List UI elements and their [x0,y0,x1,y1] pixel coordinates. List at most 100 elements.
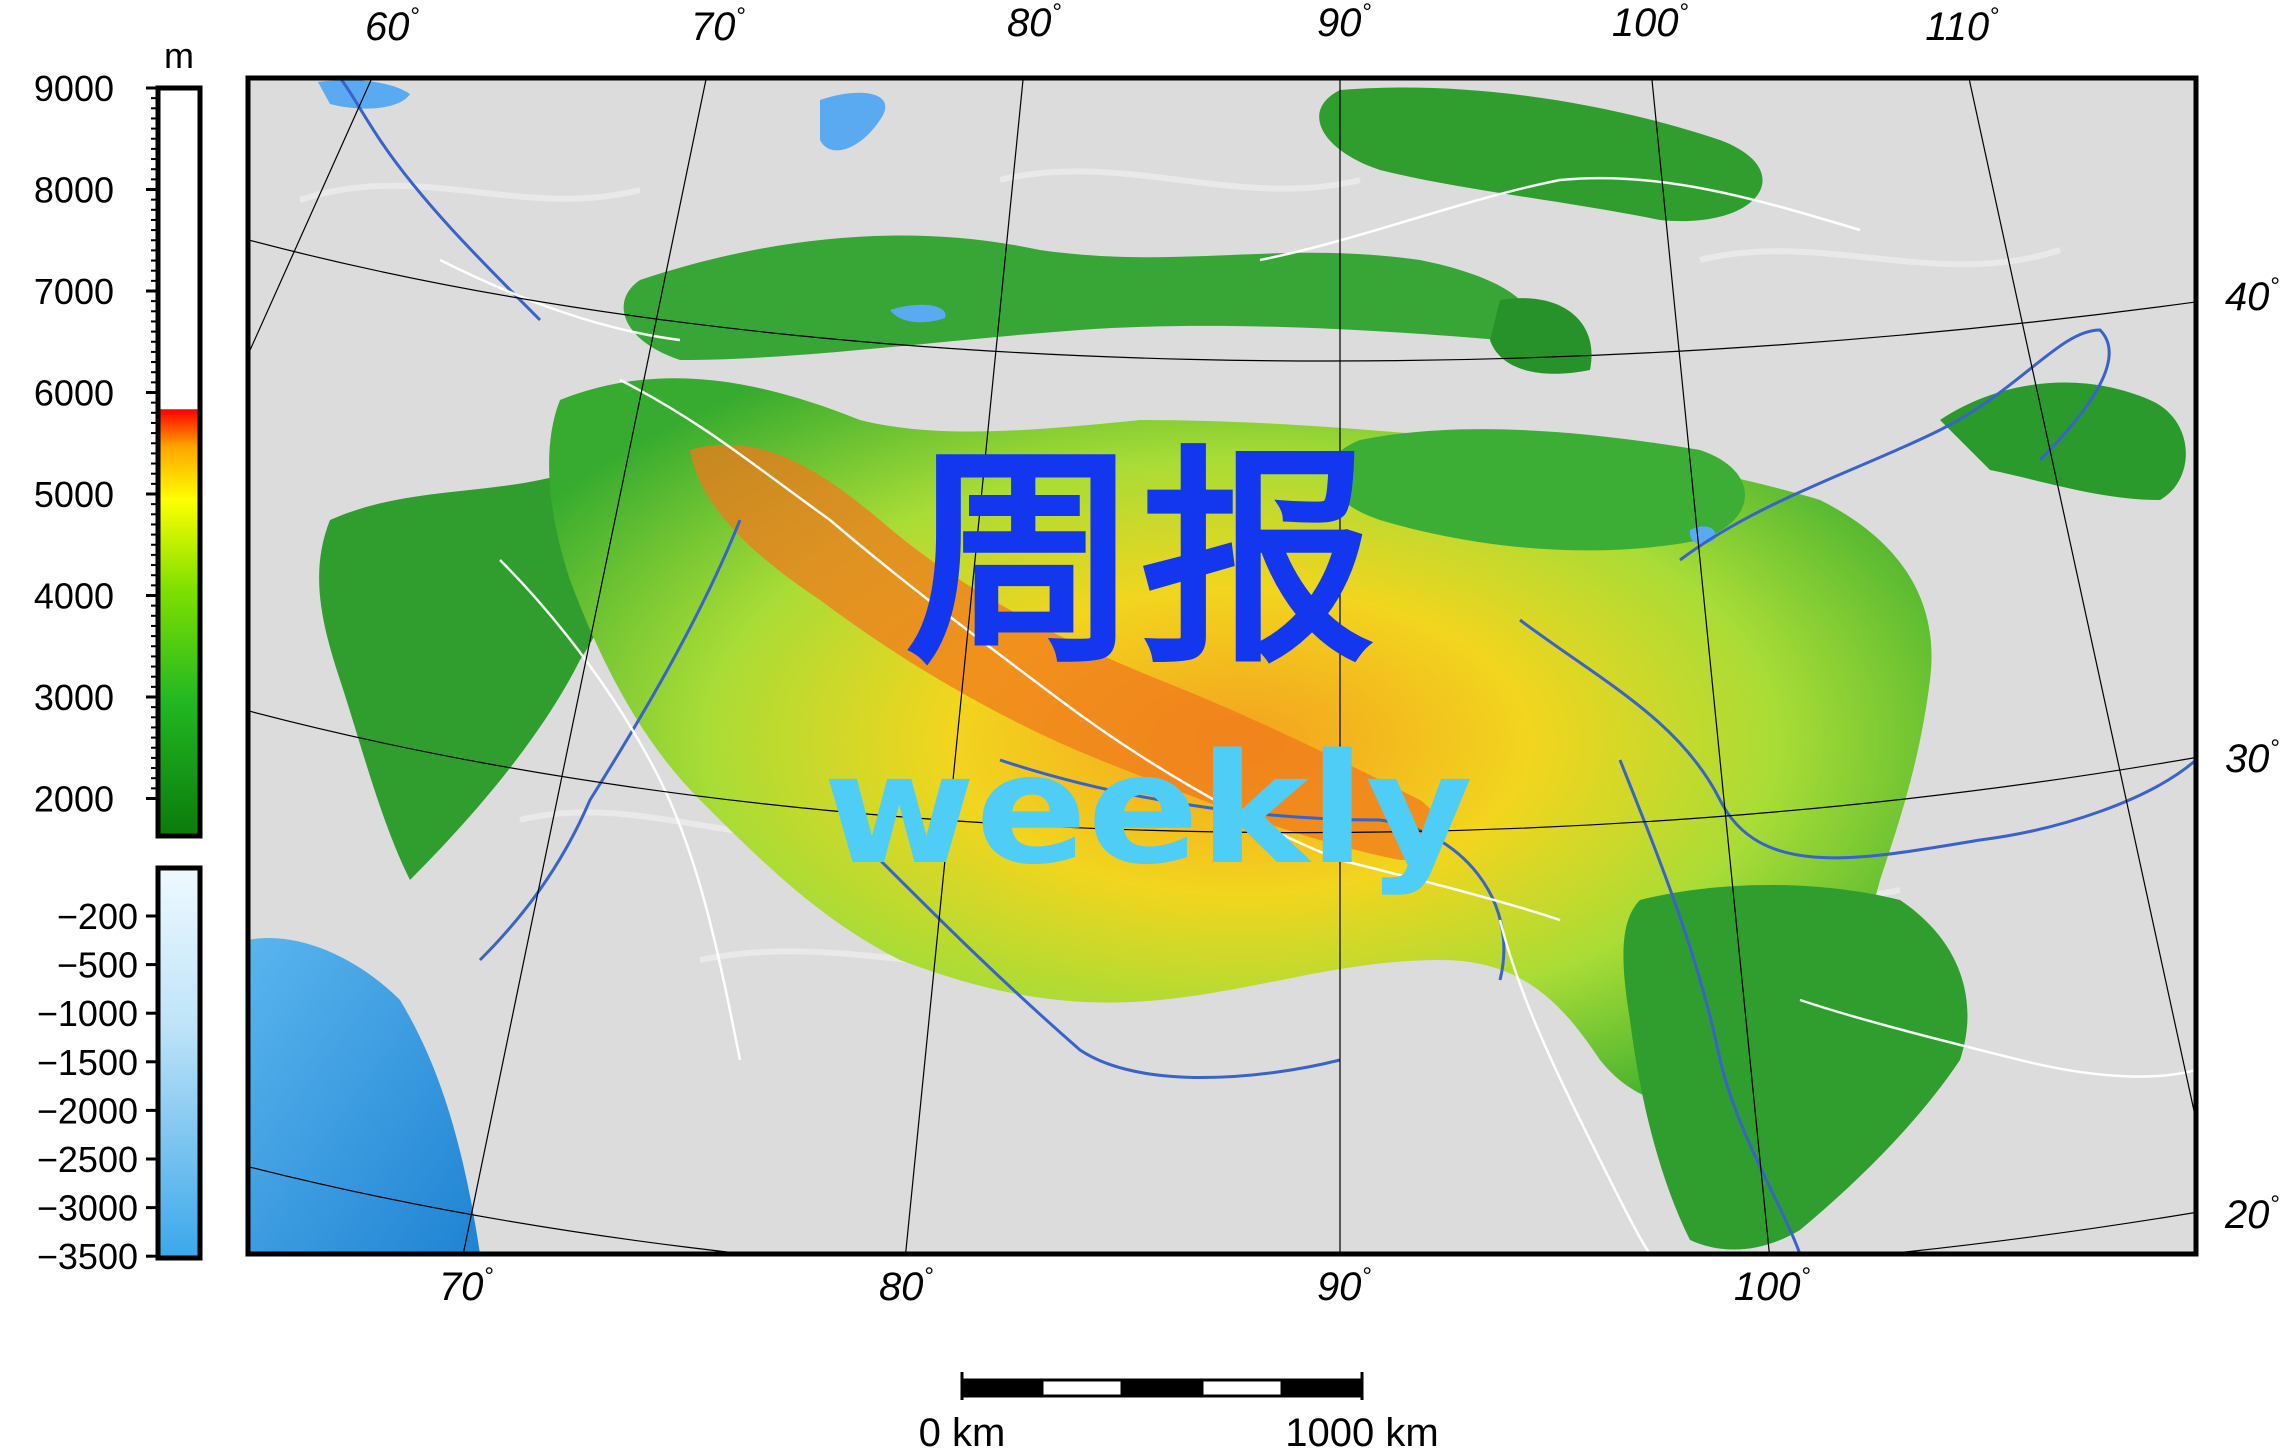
colorbar-sea-tick-label: −3500 [37,1236,138,1277]
degree-symbol: ° [1361,1263,1371,1290]
degree-symbol: ° [409,3,419,30]
longitude-label-top: 80° [1007,0,1062,45]
mekong-river [1618,759,1802,1254]
colorbar-land-tick-label: 6000 [34,373,114,414]
colorbar-sea-tick-label: −1000 [37,993,138,1034]
longitude-label-bottom: 80° [879,1263,934,1309]
degree-symbol: ° [2269,735,2279,762]
northern-ranges [1319,87,1763,222]
longitude-label-top: 90° [1317,0,1372,45]
meridian-line [1651,78,1771,1254]
latitude-label-right: 20° [2224,1191,2280,1237]
southeast-highlands [1623,885,1968,1250]
parallel-line [248,239,2196,362]
watermark-chinese: 周报 [905,428,1375,695]
parallel-line [248,710,2196,834]
colorbar-land-tick-label: 9000 [34,68,114,109]
meridian-line [248,78,373,357]
colorbar-land-tick-label: 4000 [34,576,114,617]
colorbar-land-tick-label: 8000 [34,170,114,211]
scale-bar-segment [960,1378,1044,1398]
colorbar-land-bar [155,85,203,839]
longitude-label-top: 60° [365,3,420,49]
degree-symbol: ° [923,1263,933,1290]
longitude-label-bottom: 100° [1734,1263,1811,1309]
degree-symbol: ° [2269,273,2279,300]
scale-bar-segment [1120,1378,1204,1398]
latitude-label-right: 40° [2225,273,2280,319]
watermark-english: weekly [823,721,1473,898]
colorbar-sea-ticks: −200 −500 −1000 −1500 −2000 −2500 −3000 −3500 [37,896,158,1277]
border-line [619,378,1561,922]
rivers [338,78,2196,1254]
scale-bar: 0 km 1000 km [919,1372,1439,1449]
longitude-labels-bottom: 70° 80° 90° 100° [439,1263,1811,1309]
scale-bar-start-label: 0 km [919,1411,1006,1449]
east-highlands [1940,382,2186,500]
meridian-line [904,78,1024,1254]
watermark: 周报 weekly [823,428,1473,898]
colorbar-land-tick-label: 7000 [34,271,114,312]
relief-map [248,78,2196,1254]
tian-shan-range [623,235,1529,360]
ganges-river [878,858,1341,1079]
scale-bar-end-label: 1000 km [1285,1411,1438,1449]
himalaya-ridges [690,444,1442,860]
qaidam-basin [1327,429,1745,551]
scale-bar-segment [1200,1378,1284,1398]
degree-symbol: ° [1801,1263,1811,1290]
yellow-river [1679,328,2111,562]
colorbar-sea-bar [155,865,203,1261]
degree-symbol: ° [1361,0,1371,26]
colorbar-sea-tick-label: −500 [57,945,138,986]
map-frame [245,75,2199,1257]
meridian-line [462,78,707,1254]
longitude-label-top: 100° [1612,0,1689,45]
longitude-label-bottom: 90° [1317,1263,1372,1309]
degree-symbol: ° [1989,3,1999,30]
colorbar-land-ticks: 9000 8000 7000 6000 5000 4000 3000 2000 [34,68,158,820]
qinghai-lake [1689,526,1716,545]
hindu-kush-highlands [319,460,622,880]
colorbar-unit: m [164,35,194,76]
border-line [1498,919,1652,1254]
colorbar-land-tick-label: 5000 [34,474,114,515]
colorbar-sea-tick-label: −3000 [37,1188,138,1229]
degree-symbol: ° [735,3,745,30]
colorbar-land-tick-label: 2000 [34,779,114,820]
scale-bar-segment [1280,1378,1364,1398]
issyk-kul [890,304,946,323]
degree-symbol: ° [483,1263,493,1290]
degree-symbol: ° [1679,0,1689,26]
border-line [1259,176,1861,262]
lakes [318,80,1716,545]
yangtze-river [1519,618,2196,860]
degree-symbol: ° [1051,0,1061,26]
qilian-block [1490,298,1592,374]
border-line [499,559,742,1061]
colorbar-sea-tick-label: −2500 [37,1139,138,1180]
latitude-labels-right: 40° 30° 20° [2224,273,2280,1237]
colorbar-sea-tick-label: −200 [57,896,138,937]
arabian-sea [248,938,480,1254]
lake-balkhash [820,92,886,151]
longitude-label-top: 70° [691,3,746,49]
colorbar-land-tick-label: 3000 [34,677,114,718]
border-line [1799,998,2196,1078]
indus-river [478,519,742,962]
degree-symbol: ° [2269,1191,2279,1218]
elevation-colorbar: m 9000 8000 7000 6000 5000 4000 3000 2000 [34,35,203,839]
colorbar-sea-tick-label: −2000 [37,1090,138,1131]
longitude-label-bottom: 70° [439,1263,494,1309]
scale-bar-segment [1040,1378,1124,1398]
amu-darya-river [338,78,542,322]
latitude-label-right: 30° [2225,735,2280,781]
longitude-label-top: 110° [1925,3,1999,49]
meridian-line [1968,78,2196,1121]
border-line [439,258,681,342]
longitude-labels-top: 60° 70° 80° 90° 100° 110° [365,0,1999,49]
bathymetry-colorbar: −200 −500 −1000 −1500 −2000 −2500 −3000 −3500 [37,865,203,1277]
colorbar-sea-tick-label: −1500 [37,1042,138,1083]
country-borders [439,176,2196,1254]
